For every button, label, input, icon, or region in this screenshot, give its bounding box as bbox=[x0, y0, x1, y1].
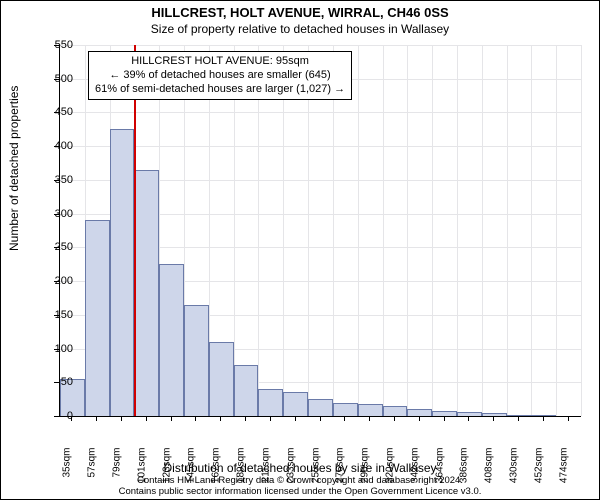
credit-line-2: Contains public sector information licen… bbox=[1, 487, 599, 497]
bar bbox=[333, 403, 358, 416]
bar bbox=[234, 365, 259, 416]
xtick-mark bbox=[121, 416, 122, 421]
bar bbox=[308, 399, 333, 416]
xtick-label: 255sqm bbox=[310, 448, 321, 488]
bar bbox=[283, 392, 308, 416]
gridline-v bbox=[531, 45, 532, 416]
bar bbox=[134, 170, 159, 416]
xtick-mark bbox=[518, 416, 519, 421]
bar bbox=[258, 389, 283, 416]
ytick-label: 250 bbox=[43, 241, 73, 253]
xtick-label: 145sqm bbox=[186, 448, 197, 488]
bar bbox=[209, 342, 234, 416]
annotation-box: HILLCREST HOLT AVENUE: 95sqm ← 39% of de… bbox=[88, 51, 352, 100]
xtick-mark bbox=[543, 416, 544, 421]
xtick-mark bbox=[394, 416, 395, 421]
xtick-mark bbox=[320, 416, 321, 421]
xtick-label: 123sqm bbox=[161, 448, 172, 488]
xtick-mark bbox=[245, 416, 246, 421]
gridline-v bbox=[234, 45, 235, 416]
gridline-v bbox=[283, 45, 284, 416]
xtick-label: 430sqm bbox=[508, 448, 519, 488]
xtick-label: 57sqm bbox=[87, 448, 98, 488]
gridline-v bbox=[258, 45, 259, 416]
bar bbox=[85, 220, 110, 416]
xtick-label: 35sqm bbox=[62, 448, 73, 488]
bar bbox=[407, 409, 432, 416]
xtick-mark bbox=[96, 416, 97, 421]
reference-line bbox=[134, 45, 136, 416]
xtick-label: 452sqm bbox=[533, 448, 544, 488]
ytick-label: 200 bbox=[43, 275, 73, 287]
gridline-v bbox=[482, 45, 483, 416]
xtick-mark bbox=[493, 416, 494, 421]
bar bbox=[383, 406, 408, 416]
xtick-label: 298sqm bbox=[360, 448, 371, 488]
bar bbox=[358, 404, 383, 416]
ytick-label: 150 bbox=[43, 309, 73, 321]
xtick-label: 79sqm bbox=[112, 448, 123, 488]
gridline-v bbox=[407, 45, 408, 416]
xtick-label: 233sqm bbox=[285, 448, 296, 488]
xtick-mark bbox=[419, 416, 420, 421]
gridline-h bbox=[60, 112, 581, 113]
xtick-label: 189sqm bbox=[236, 448, 247, 488]
gridline-v bbox=[507, 45, 508, 416]
xtick-mark bbox=[295, 416, 296, 421]
xtick-label: 320sqm bbox=[384, 448, 395, 488]
ytick-label: 300 bbox=[43, 208, 73, 220]
gridline-v bbox=[358, 45, 359, 416]
xtick-mark bbox=[568, 416, 569, 421]
ytick-label: 450 bbox=[43, 106, 73, 118]
xtick-label: 474sqm bbox=[558, 448, 569, 488]
ytick-label: 0 bbox=[43, 410, 73, 422]
gridline-v bbox=[457, 45, 458, 416]
ytick-label: 100 bbox=[43, 343, 73, 355]
annotation-line-3: 61% of semi-detached houses are larger (… bbox=[95, 83, 345, 97]
ytick-label: 400 bbox=[43, 140, 73, 152]
bar bbox=[184, 305, 209, 416]
xtick-mark bbox=[146, 416, 147, 421]
gridline-v bbox=[383, 45, 384, 416]
gridline-v bbox=[308, 45, 309, 416]
xtick-label: 211sqm bbox=[260, 448, 271, 488]
bar bbox=[110, 129, 135, 416]
ytick-label: 550 bbox=[43, 39, 73, 51]
gridline-v bbox=[333, 45, 334, 416]
xtick-mark bbox=[195, 416, 196, 421]
xtick-label: 167sqm bbox=[211, 448, 222, 488]
gridline-h bbox=[60, 146, 581, 147]
xtick-mark bbox=[468, 416, 469, 421]
xtick-label: 364sqm bbox=[434, 448, 445, 488]
gridline-v bbox=[432, 45, 433, 416]
xtick-mark bbox=[444, 416, 445, 421]
xtick-mark bbox=[344, 416, 345, 421]
bar bbox=[159, 264, 184, 416]
xtick-label: 408sqm bbox=[484, 448, 495, 488]
xtick-mark bbox=[369, 416, 370, 421]
annotation-line-2: ← 39% of detached houses are smaller (64… bbox=[95, 69, 345, 83]
xtick-label: 386sqm bbox=[459, 448, 470, 488]
xtick-mark bbox=[270, 416, 271, 421]
xtick-mark bbox=[220, 416, 221, 421]
chart-title: HILLCREST, HOLT AVENUE, WIRRAL, CH46 0SS bbox=[1, 5, 599, 20]
xtick-label: 101sqm bbox=[136, 448, 147, 488]
y-axis-label: Number of detached properties bbox=[7, 86, 21, 251]
gridline-v bbox=[581, 45, 582, 416]
xtick-label: 276sqm bbox=[335, 448, 346, 488]
gridline-v bbox=[556, 45, 557, 416]
ytick-label: 50 bbox=[43, 376, 73, 388]
xtick-mark bbox=[71, 416, 72, 421]
plot-area: HILLCREST HOLT AVENUE: 95sqm ← 39% of de… bbox=[59, 45, 581, 417]
figure-container: HILLCREST, HOLT AVENUE, WIRRAL, CH46 0SS… bbox=[0, 0, 600, 500]
xtick-label: 342sqm bbox=[409, 448, 420, 488]
gridline-h bbox=[60, 45, 581, 46]
xtick-mark bbox=[171, 416, 172, 421]
annotation-line-1: HILLCREST HOLT AVENUE: 95sqm bbox=[95, 55, 345, 69]
ytick-label: 500 bbox=[43, 73, 73, 85]
chart-subtitle: Size of property relative to detached ho… bbox=[1, 22, 599, 36]
ytick-label: 350 bbox=[43, 174, 73, 186]
